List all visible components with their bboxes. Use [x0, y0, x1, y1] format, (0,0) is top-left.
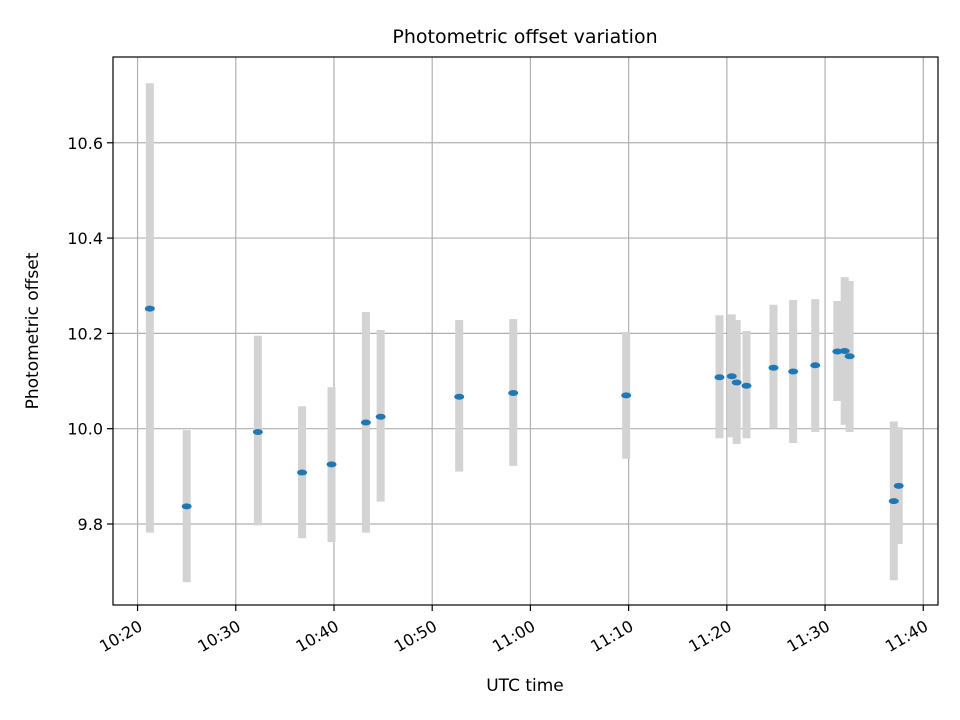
data-point	[508, 389, 519, 396]
x-axis-title: UTC time	[486, 676, 564, 696]
grid-layer	[113, 57, 938, 605]
data-point	[741, 382, 752, 389]
data-point	[888, 498, 899, 505]
y-axis-title: Photometric offset	[23, 252, 43, 409]
y-tick-label: 9.8	[78, 515, 103, 534]
y-tick-label: 10.4	[67, 229, 103, 248]
data-point	[326, 461, 337, 468]
data-point	[893, 482, 904, 489]
data-point	[714, 374, 725, 381]
plot-area	[113, 57, 938, 605]
data-point	[726, 373, 737, 380]
data-point	[144, 305, 155, 312]
chart-title: Photometric offset variation	[392, 26, 657, 48]
data-point	[252, 429, 263, 436]
data-point	[839, 348, 850, 355]
data-point	[768, 364, 779, 371]
data-point	[810, 362, 821, 369]
data-point	[297, 469, 308, 476]
data-point	[844, 353, 855, 360]
data-point	[375, 413, 386, 420]
data-point	[731, 379, 742, 386]
plot-frame	[112, 56, 939, 606]
data-point	[621, 392, 632, 399]
y-tick-label: 10.0	[67, 420, 103, 439]
data-point	[454, 393, 465, 400]
data-point	[181, 503, 192, 510]
data-point-layer	[144, 305, 904, 510]
data-point	[788, 368, 799, 375]
data-point	[360, 419, 371, 426]
y-tick-label: 10.6	[67, 134, 103, 153]
data-point	[832, 348, 843, 355]
y-tick-label: 10.2	[67, 324, 103, 343]
